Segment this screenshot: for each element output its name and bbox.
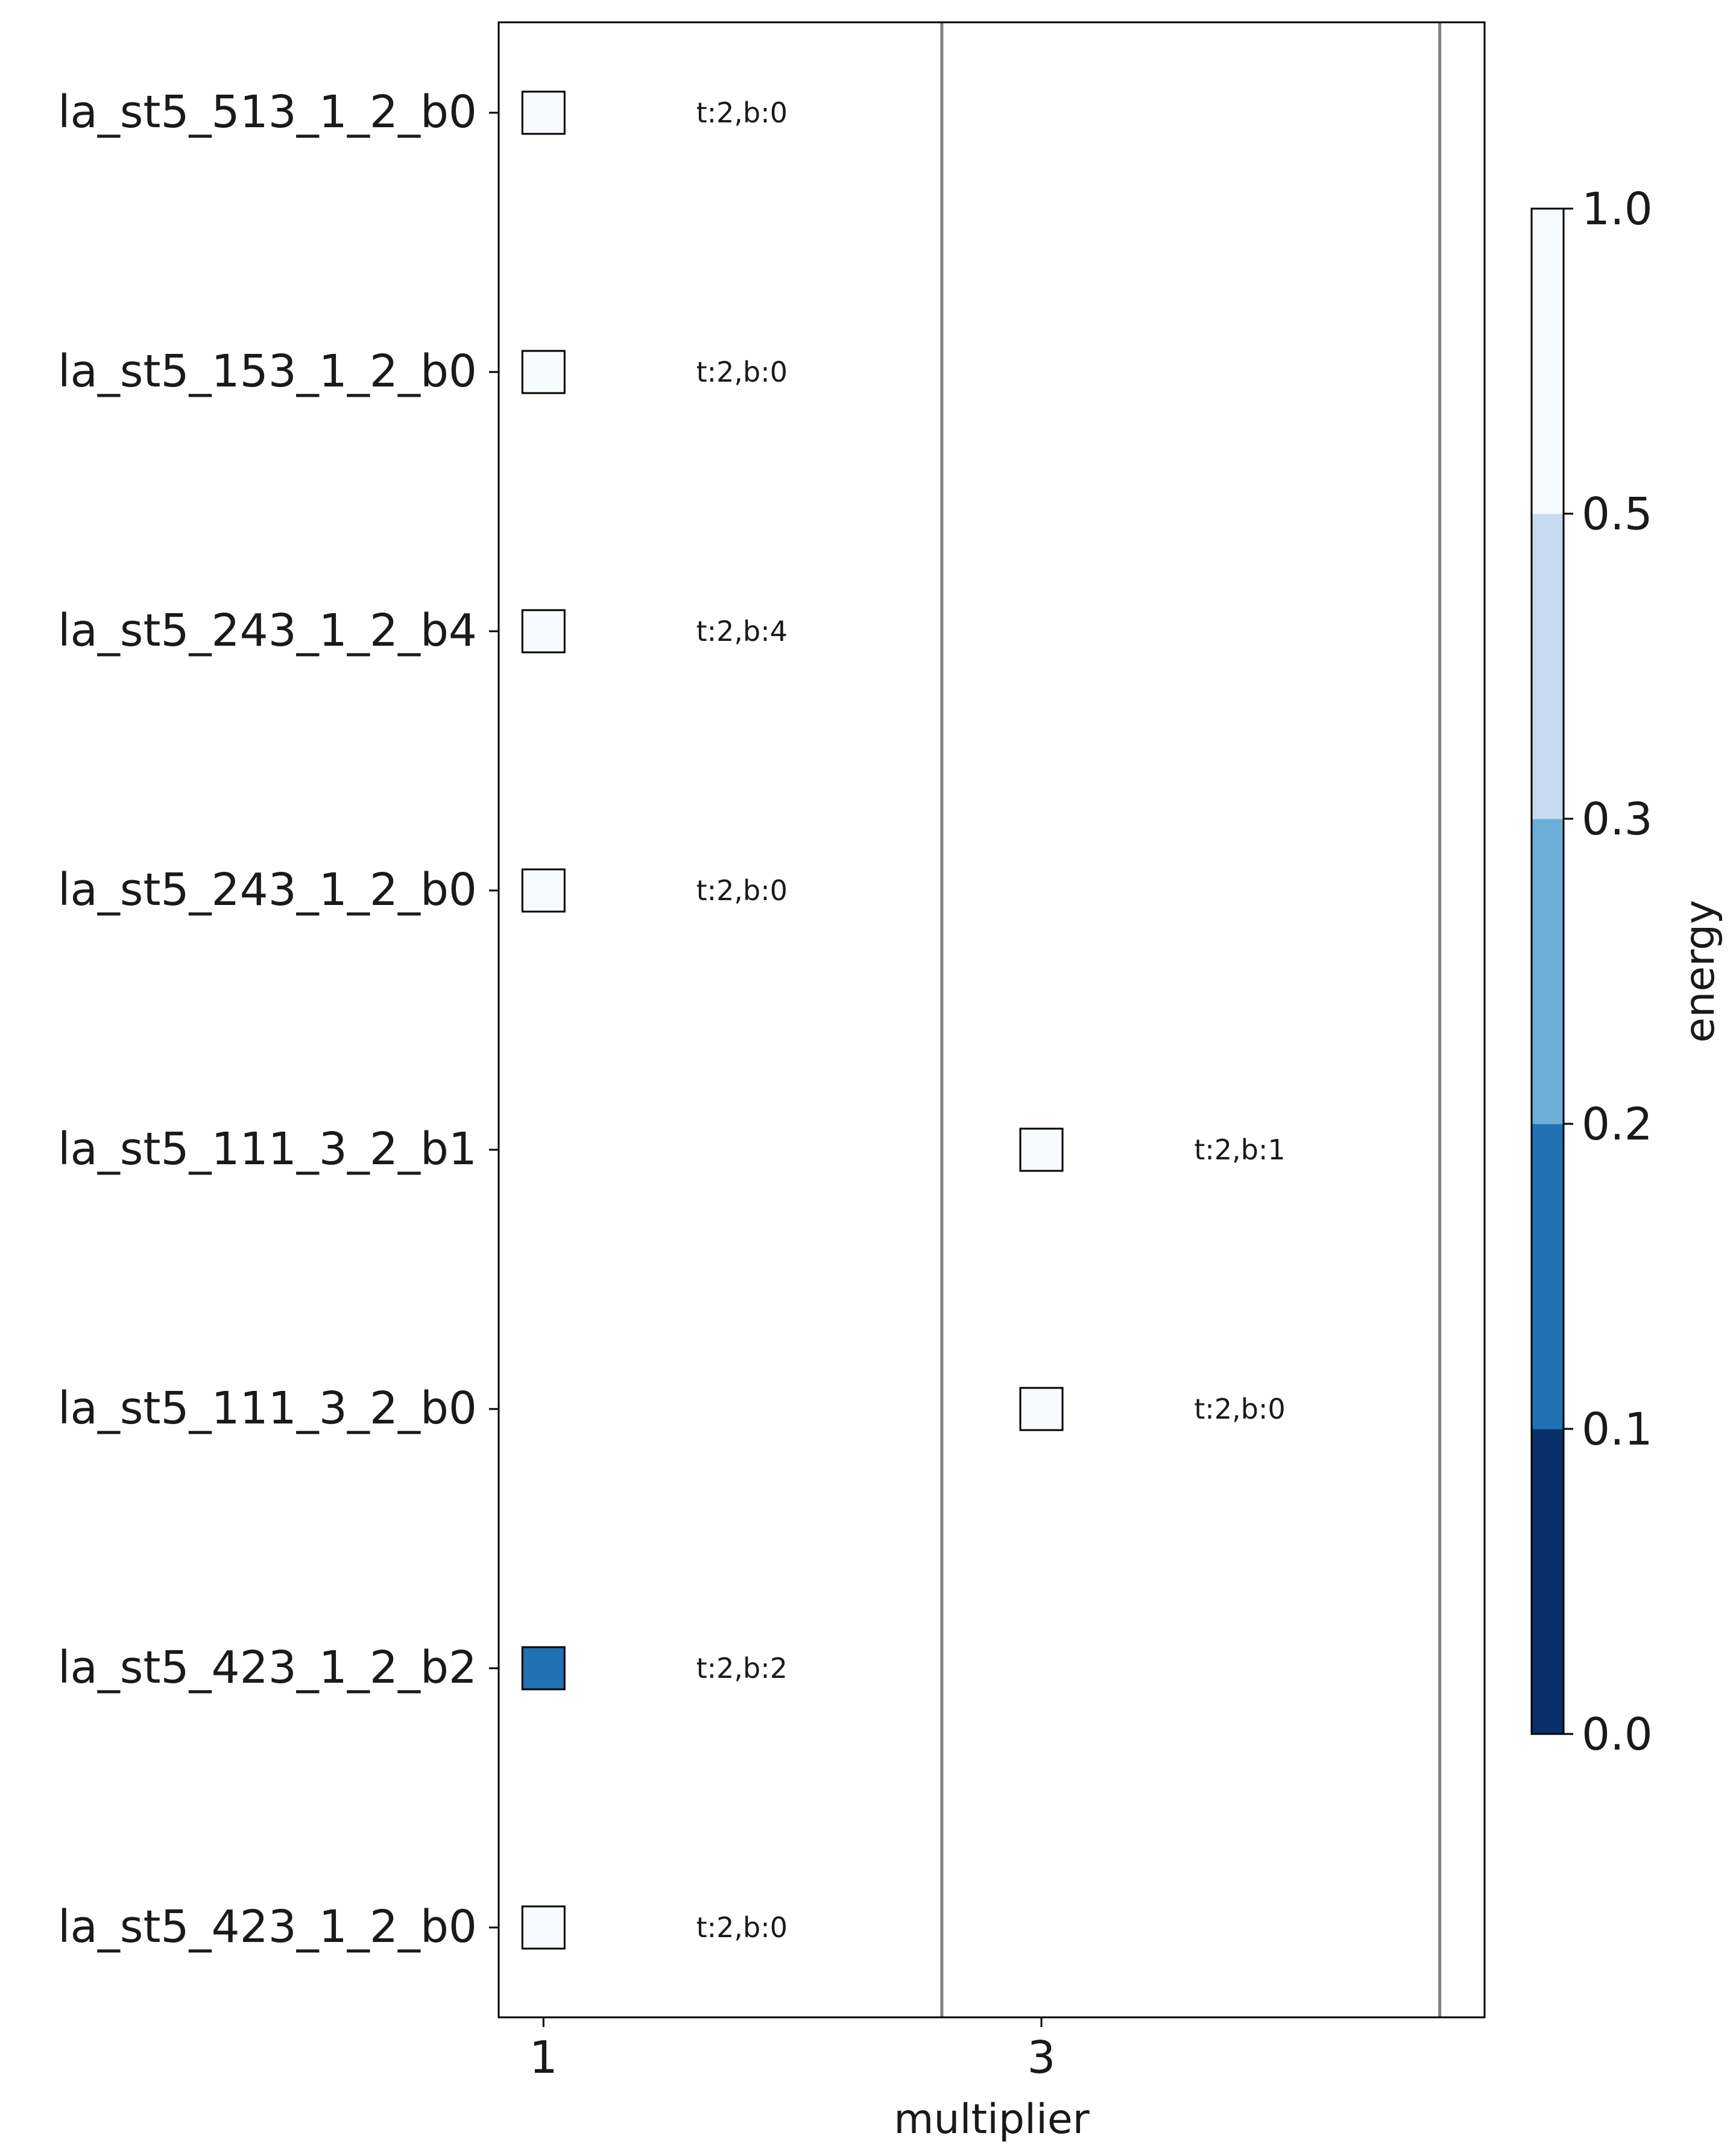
y-tick-label-4: la_st5_111_3_2_b1 (58, 1123, 477, 1175)
point-marker-4 (1019, 1127, 1064, 1172)
y-tick-label-2: la_st5_243_1_2_b4 (58, 605, 477, 657)
y-tick-label-0: la_st5_513_1_2_b0 (58, 86, 477, 138)
point-label-4: t:2,b:1 (1194, 1133, 1285, 1166)
point-marker-6 (521, 1646, 566, 1691)
point-marker-2 (521, 609, 566, 654)
point-labels: t:2,b:0 t:2,b:0 t:2,b:4 t:2,b:0 t:2,b:1 t:2,b… (696, 96, 1286, 1944)
point-label-7: t:2,b:0 (696, 1911, 788, 1944)
point-marker-5 (1019, 1387, 1064, 1431)
point-marker-1 (521, 350, 566, 394)
colorbar-segment-4 (1532, 209, 1564, 514)
point-label-0: t:2,b:0 (696, 96, 788, 129)
colorbar-segment-0 (1532, 1429, 1564, 1735)
colorbar-frame (1530, 207, 1565, 1735)
point-marker-7 (521, 1905, 566, 1950)
colorbar-segment-2 (1532, 819, 1564, 1124)
colorbar-segment-3 (1532, 514, 1564, 819)
point-marker-0 (521, 90, 566, 135)
colorbar-tick-label-1: 0.1 (1582, 1404, 1653, 1455)
y-tick-label-6: la_st5_423_1_2_b2 (58, 1642, 477, 1694)
x-axis-label: multiplier (894, 2096, 1090, 2143)
y-axis: la_st5_513_1_2_b0 la_st5_153_1_2_b0 la_st5… (58, 86, 499, 1953)
markers (521, 90, 1064, 1950)
colorbar: 0.0 0.1 0.2 0.3 0.5 1.0 (1530, 183, 1653, 1760)
point-label-1: t:2,b:0 (696, 356, 788, 388)
separators (940, 22, 1442, 2017)
x-tick-label-0: 1 (529, 2032, 558, 2084)
point-marker-3 (521, 868, 566, 913)
y-tick-label-5: la_st5_111_3_2_b0 (58, 1382, 477, 1434)
y-tick-label-3: la_st5_243_1_2_b0 (58, 864, 477, 916)
colorbar-segment-1 (1532, 1124, 1564, 1429)
point-label-5: t:2,b:0 (1194, 1393, 1285, 1425)
x-tick-label-1: 3 (1027, 2032, 1056, 2084)
colorbar-label: energy (1676, 900, 1724, 1043)
plot-frame (497, 21, 1486, 2019)
colorbar-tick-label-3: 0.3 (1582, 793, 1653, 845)
point-label-3: t:2,b:0 (696, 874, 788, 907)
point-label-6: t:2,b:2 (696, 1652, 788, 1685)
point-label-2: t:2,b:4 (696, 615, 788, 648)
colorbar-tick-label-5: 1.0 (1582, 183, 1653, 235)
colorbar-tick-label-0: 0.0 (1582, 1709, 1653, 1760)
y-tick-label-1: la_st5_153_1_2_b0 (58, 345, 477, 397)
y-tick-label-7: la_st5_423_1_2_b0 (58, 1901, 477, 1953)
colorbar-tick-label-2: 0.2 (1582, 1098, 1653, 1150)
colorbar-tick-label-4: 0.5 (1582, 488, 1653, 540)
